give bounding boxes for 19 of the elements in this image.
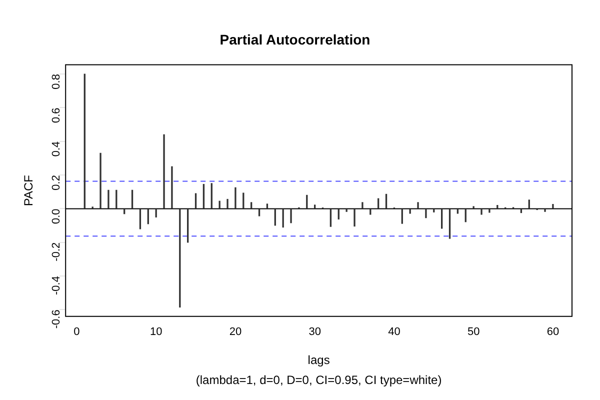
y-tick-label: -0.4: [50, 276, 63, 295]
y-tick-label: 0.2: [50, 175, 63, 190]
x-tick-label: 20: [229, 326, 242, 338]
y-tick-label: -0.2: [50, 242, 63, 262]
y-tick-label: 0.4: [50, 141, 63, 157]
y-tick-label: 0.0: [50, 208, 63, 224]
x-tick-label: 0: [74, 326, 80, 338]
x-tick-label: 40: [388, 326, 400, 338]
y-tick-label: 0.6: [50, 108, 63, 124]
x-tick-label: 50: [467, 326, 480, 338]
x-tick-label: 60: [546, 326, 560, 338]
text: (lambda=1, d=0, D=0, CI=0.95, CI type=white): [196, 373, 442, 387]
y-axis-title: PACF: [22, 175, 36, 206]
x-tick-label: 10: [150, 326, 162, 338]
x-tick-label: 30: [308, 326, 321, 338]
y-tick-label: 0.8: [50, 74, 63, 90]
chart-title: Partial Autocorrelation: [220, 31, 370, 48]
y-tick-label: -0.6: [50, 310, 63, 329]
x-axis-title: lags: [308, 353, 330, 368]
